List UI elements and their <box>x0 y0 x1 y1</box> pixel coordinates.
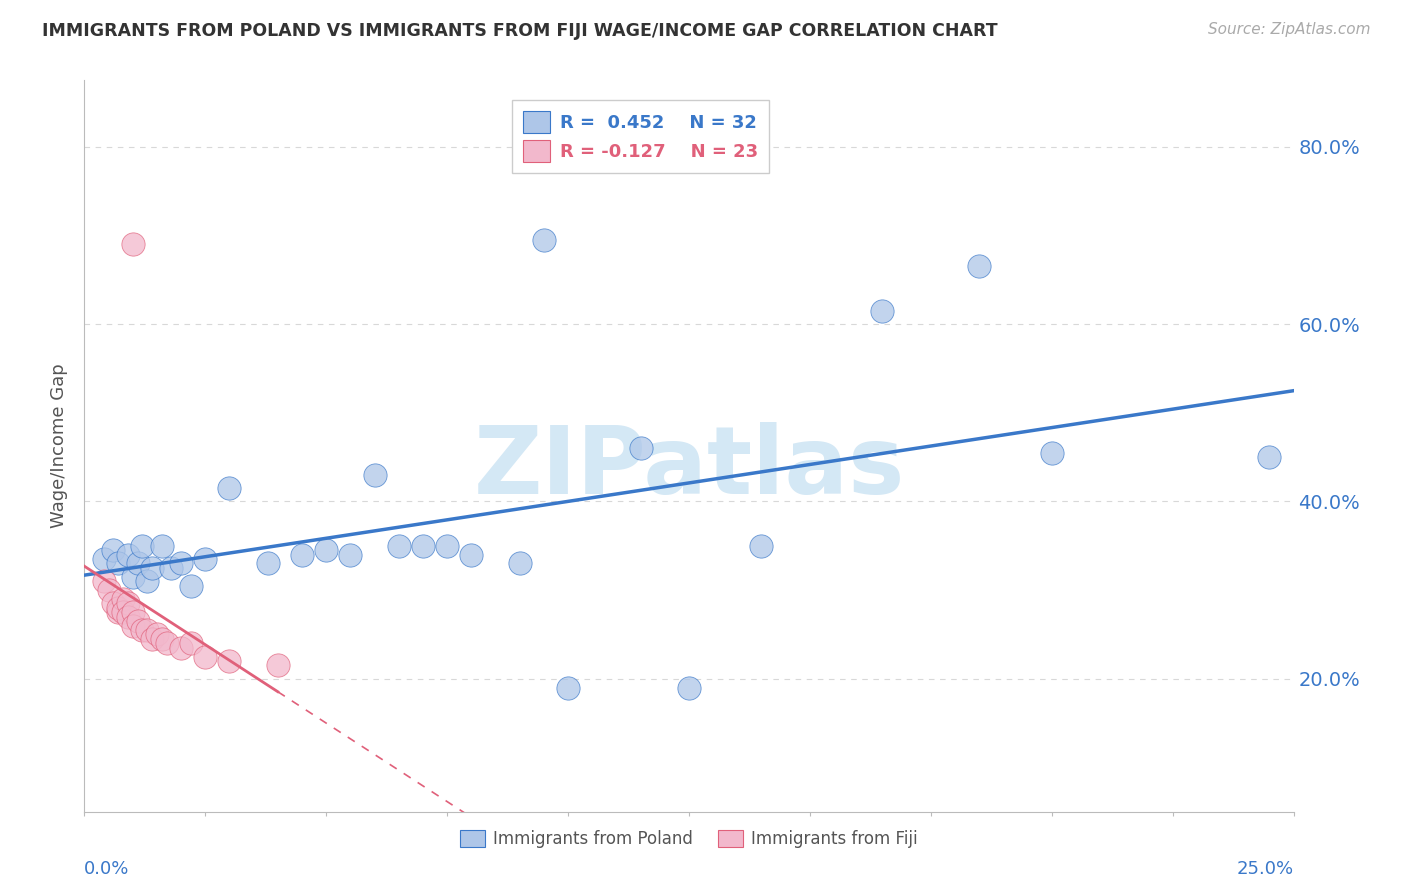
Point <box>97 583 120 598</box>
Point <box>121 570 143 584</box>
Point <box>388 539 411 553</box>
Point <box>194 649 217 664</box>
Point <box>117 548 139 562</box>
Point <box>267 658 290 673</box>
Point <box>117 596 139 610</box>
Point <box>127 557 149 571</box>
Point <box>107 605 129 619</box>
Point <box>630 441 652 455</box>
Point <box>103 596 125 610</box>
Point <box>436 539 458 553</box>
Point <box>509 557 531 571</box>
Point <box>131 539 153 553</box>
Point <box>127 614 149 628</box>
Point <box>180 579 202 593</box>
Point <box>872 303 894 318</box>
Point <box>93 574 115 589</box>
Point <box>141 632 163 646</box>
Point <box>150 632 173 646</box>
Point <box>557 681 579 695</box>
Point <box>257 557 280 571</box>
Point <box>117 609 139 624</box>
Point <box>150 539 173 553</box>
Text: 25.0%: 25.0% <box>1236 861 1294 879</box>
Point <box>460 548 482 562</box>
Point <box>218 481 240 495</box>
Point <box>412 539 434 553</box>
Point <box>103 543 125 558</box>
Point <box>751 539 773 553</box>
Point <box>678 681 700 695</box>
Point <box>363 467 385 482</box>
Point <box>121 605 143 619</box>
Point <box>146 627 169 641</box>
Point <box>131 623 153 637</box>
Point <box>1258 450 1281 464</box>
Point <box>160 561 183 575</box>
Text: IMMIGRANTS FROM POLAND VS IMMIGRANTS FROM FIJI WAGE/INCOME GAP CORRELATION CHART: IMMIGRANTS FROM POLAND VS IMMIGRANTS FRO… <box>42 22 998 40</box>
Point <box>112 605 135 619</box>
Point <box>218 654 240 668</box>
Y-axis label: Wage/Income Gap: Wage/Income Gap <box>51 364 69 528</box>
Point <box>194 552 217 566</box>
Point <box>1040 445 1063 459</box>
Point <box>121 618 143 632</box>
Legend: Immigrants from Poland, Immigrants from Fiji: Immigrants from Poland, Immigrants from … <box>453 823 925 855</box>
Point <box>291 548 314 562</box>
Point <box>107 600 129 615</box>
Point <box>967 260 990 274</box>
Point <box>180 636 202 650</box>
Point <box>170 557 193 571</box>
Point <box>112 591 135 606</box>
Point <box>339 548 361 562</box>
Point <box>315 543 337 558</box>
Point <box>136 574 159 589</box>
Point <box>121 237 143 252</box>
Point <box>533 233 555 247</box>
Point <box>136 623 159 637</box>
Point <box>107 557 129 571</box>
Point <box>155 636 177 650</box>
Text: Source: ZipAtlas.com: Source: ZipAtlas.com <box>1208 22 1371 37</box>
Point <box>93 552 115 566</box>
Point <box>170 640 193 655</box>
Text: ZIPatlas: ZIPatlas <box>474 422 904 514</box>
Text: 0.0%: 0.0% <box>84 861 129 879</box>
Point <box>141 561 163 575</box>
